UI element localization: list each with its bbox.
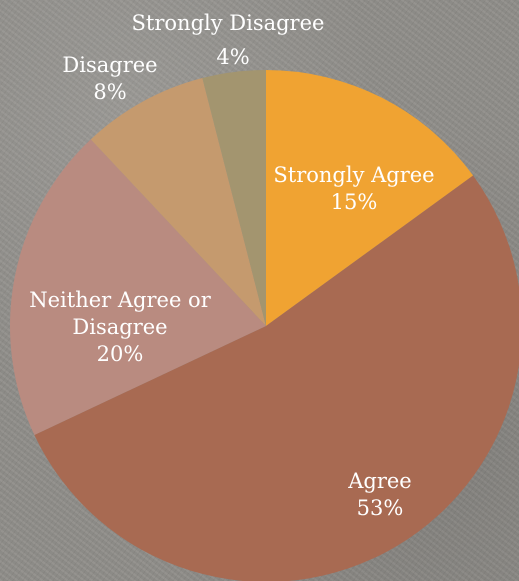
pie-slices <box>9 70 519 581</box>
slice-label-neither-agree-or-disagree: Neither Agree or Disagree 20% <box>29 288 211 366</box>
pie-slice-agree <box>34 175 519 581</box>
slice-value-text: 4% <box>216 45 249 69</box>
slice-label-text: Strongly Agree <box>273 163 434 187</box>
pie-slice-strongly-disagree <box>202 70 266 326</box>
slice-label-strongly-disagree: Strongly Disagree 4% <box>132 11 325 69</box>
slice-label-disagree: Disagree 8% <box>62 53 157 104</box>
slice-label-strongly-agree: Strongly Agree 15% <box>273 163 434 214</box>
slice-label-agree: Agree 53% <box>347 469 412 520</box>
slice-value-text: 53% <box>357 496 404 520</box>
pie-slice-disagree <box>90 78 266 326</box>
slice-value-text: 20% <box>97 342 144 366</box>
slice-label-text: Disagree <box>72 315 167 339</box>
pie-slice-neither-agree-or-disagree <box>9 139 267 435</box>
slice-value-text: 8% <box>93 80 126 104</box>
slice-label-text: Disagree <box>62 53 157 77</box>
slice-label-text: Neither Agree or <box>29 288 211 312</box>
slice-value-text: 15% <box>331 190 378 214</box>
slice-label-text: Agree <box>347 469 412 493</box>
pie-labels: Strongly Agree 15% Agree 53% Neither Agree o… <box>29 11 434 520</box>
slice-label-text: Strongly Disagree <box>132 11 325 35</box>
pie-slice-strongly-agree <box>266 70 474 326</box>
